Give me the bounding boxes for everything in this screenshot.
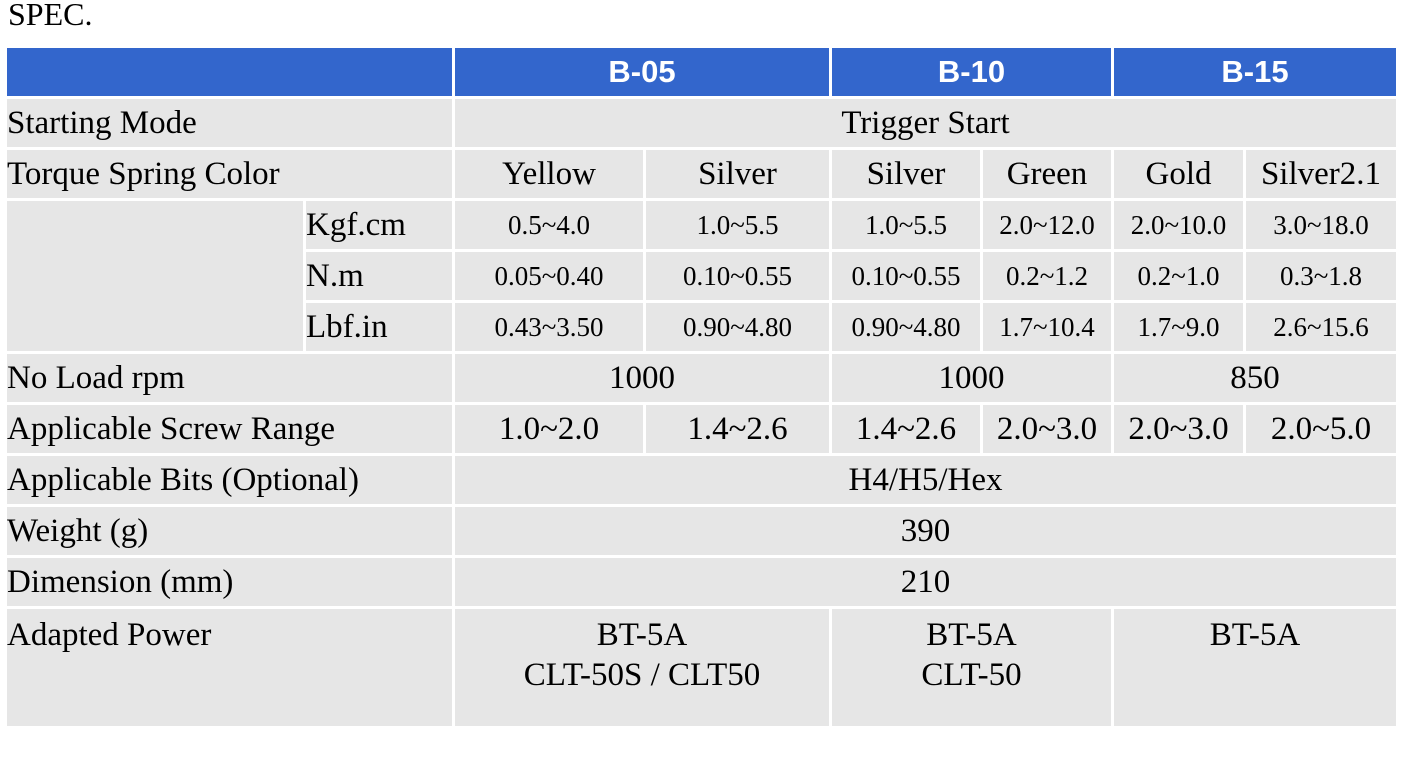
torque-cell: 0.05~0.40 <box>455 252 643 300</box>
spec-table: B-05 B-10 B-15 Starting Mode Trigger Sta… <box>4 45 1399 729</box>
dimension-value: 210 <box>455 558 1396 606</box>
spring-color-cell: Yellow <box>455 150 643 198</box>
power-line: CLT-50 <box>921 657 1022 693</box>
row-label: Starting Mode <box>7 99 452 147</box>
model-header-b10: B-10 <box>832 48 1111 96</box>
power-cell: BT-5A CLT-50 <box>832 609 1111 726</box>
torque-label-blank <box>7 201 303 351</box>
power-line: BT-5A <box>1209 617 1301 653</box>
torque-cell: 0.43~3.50 <box>455 303 643 351</box>
spring-color-cell: Silver <box>646 150 829 198</box>
row-screw-range: Applicable Screw Range 1.0~2.0 1.4~2.6 1… <box>7 405 1396 453</box>
power-line: BT-5A <box>926 617 1017 653</box>
spring-color-cell: Silver <box>832 150 980 198</box>
torque-cell: 0.2~1.2 <box>983 252 1111 300</box>
torque-cell: 2.0~12.0 <box>983 201 1111 249</box>
row-torque-spring-color: Torque Spring Color Yellow Silver Silver… <box>7 150 1396 198</box>
header-row: B-05 B-10 B-15 <box>7 48 1396 96</box>
power-cell: BT-5A <box>1114 609 1396 726</box>
torque-cell: 2.0~10.0 <box>1114 201 1243 249</box>
rpm-cell: 1000 <box>455 354 829 402</box>
row-label: Applicable Screw Range <box>7 405 452 453</box>
row-no-load-rpm: No Load rpm 1000 1000 850 <box>7 354 1396 402</box>
torque-cell: 0.90~4.80 <box>832 303 980 351</box>
torque-cell: 0.10~0.55 <box>832 252 980 300</box>
starting-mode-value: Trigger Start <box>455 99 1396 147</box>
screw-range-cell: 1.4~2.6 <box>646 405 829 453</box>
torque-unit: Lbf.in <box>306 303 452 351</box>
row-dimension: Dimension (mm) 210 <box>7 558 1396 606</box>
row-label: Torque Spring Color <box>7 150 452 198</box>
row-bits: Applicable Bits (Optional) H4/H5/Hex <box>7 456 1396 504</box>
screw-range-cell: 1.0~2.0 <box>455 405 643 453</box>
torque-cell: 1.0~5.5 <box>832 201 980 249</box>
power-cell: BT-5A CLT-50S / CLT50 <box>455 609 829 726</box>
screw-range-cell: 2.0~3.0 <box>983 405 1111 453</box>
torque-cell: 1.7~9.0 <box>1114 303 1243 351</box>
torque-cell: 0.10~0.55 <box>646 252 829 300</box>
spring-color-cell: Gold <box>1114 150 1243 198</box>
torque-cell: 0.90~4.80 <box>646 303 829 351</box>
page-title: SPEC. <box>8 0 93 32</box>
row-adapted-power: Adapted Power BT-5A CLT-50S / CLT50 BT-5… <box>7 609 1396 726</box>
torque-cell: 0.2~1.0 <box>1114 252 1243 300</box>
row-label: Dimension (mm) <box>7 558 452 606</box>
torque-cell: 3.0~18.0 <box>1246 201 1396 249</box>
torque-unit: Kgf.cm <box>306 201 452 249</box>
row-starting-mode: Starting Mode Trigger Start <box>7 99 1396 147</box>
power-line: CLT-50S / CLT50 <box>523 657 761 693</box>
screw-range-cell: 1.4~2.6 <box>832 405 980 453</box>
row-label: Adapted Power <box>7 609 452 726</box>
row-label: No Load rpm <box>7 354 452 402</box>
row-label: Applicable Bits (Optional) <box>7 456 452 504</box>
screw-range-cell: 2.0~5.0 <box>1246 405 1396 453</box>
torque-cell: 0.3~1.8 <box>1246 252 1396 300</box>
power-line: BT-5A <box>596 617 688 653</box>
row-torque-nm: N.m 0.05~0.40 0.10~0.55 0.10~0.55 0.2~1.… <box>7 252 1396 300</box>
spring-color-cell: Silver2.1 <box>1246 150 1396 198</box>
bits-value: H4/H5/Hex <box>455 456 1396 504</box>
spring-color-cell: Green <box>983 150 1111 198</box>
torque-unit: N.m <box>306 252 452 300</box>
row-label: Weight (g) <box>7 507 452 555</box>
model-header-b15: B-15 <box>1114 48 1396 96</box>
torque-cell: 2.6~15.6 <box>1246 303 1396 351</box>
row-torque-kgfcm: Kgf.cm 0.5~4.0 1.0~5.5 1.0~5.5 2.0~12.0 … <box>7 201 1396 351</box>
rpm-cell: 850 <box>1114 354 1396 402</box>
torque-cell: 1.0~5.5 <box>646 201 829 249</box>
row-torque-lbfin: Lbf.in 0.43~3.50 0.90~4.80 0.90~4.80 1.7… <box>7 303 1396 351</box>
row-weight: Weight (g) 390 <box>7 507 1396 555</box>
torque-cell: 1.7~10.4 <box>983 303 1111 351</box>
screw-range-cell: 2.0~3.0 <box>1114 405 1243 453</box>
rpm-cell: 1000 <box>832 354 1111 402</box>
header-corner <box>7 48 452 96</box>
weight-value: 390 <box>455 507 1396 555</box>
torque-cell: 0.5~4.0 <box>455 201 643 249</box>
model-header-b05: B-05 <box>455 48 829 96</box>
